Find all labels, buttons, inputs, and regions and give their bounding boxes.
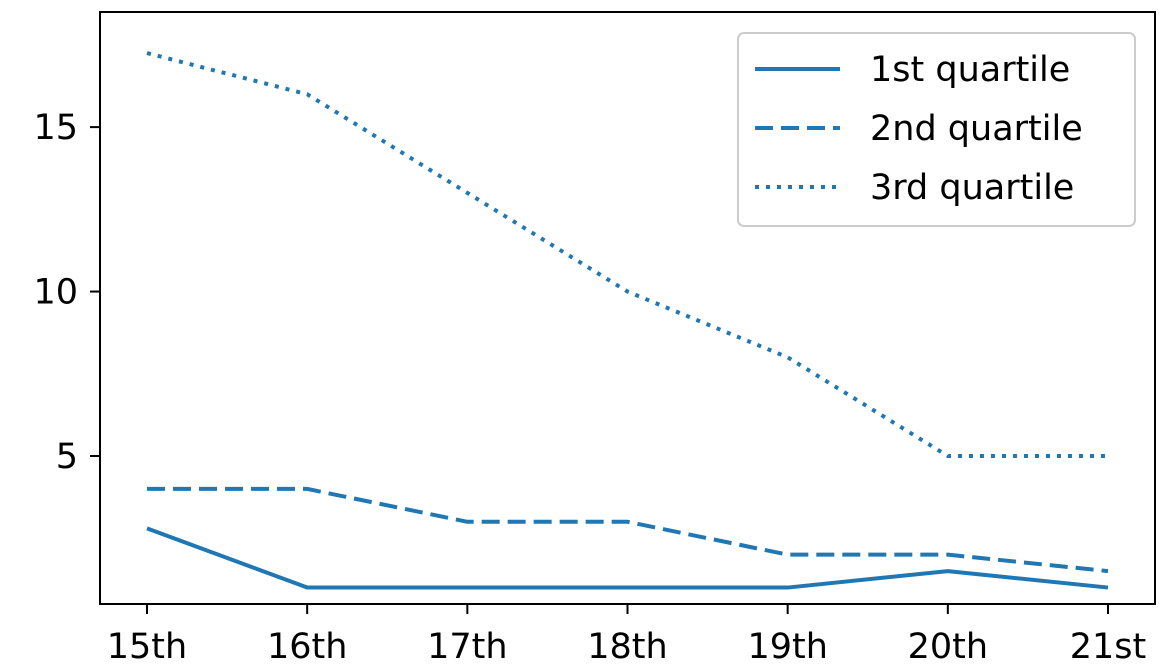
series-line-1: [146, 526, 1109, 590]
y-tick-label: 5: [56, 437, 78, 477]
x-tick-label: 16th: [267, 627, 347, 667]
legend: 1st quartile 2nd quartile 3rd quartile: [737, 32, 1136, 227]
legend-label-3: 3rd quartile: [870, 168, 1074, 208]
series-line-3: [146, 51, 1108, 458]
x-tick-label: 15th: [107, 627, 187, 667]
x-tick-label: 21st: [1070, 627, 1147, 667]
y-tick-label: 10: [33, 273, 78, 313]
series-layer: [146, 51, 1109, 590]
legend-label-1: 1st quartile: [870, 50, 1070, 90]
x-tick-label: 18th: [587, 627, 667, 667]
series-line-2: [147, 486, 1109, 574]
x-tick-label: 17th: [427, 627, 507, 667]
ticks-layer: 15th 16th 17th 18th 19th 20th 21st 5 10 15: [33, 108, 1146, 667]
legend-box: [737, 32, 1136, 227]
y-tick-label: 15: [33, 108, 78, 148]
x-tick-label: 20th: [908, 627, 988, 667]
legend-label-2: 2nd quartile: [870, 109, 1083, 149]
x-tick-label: 19th: [747, 627, 827, 667]
